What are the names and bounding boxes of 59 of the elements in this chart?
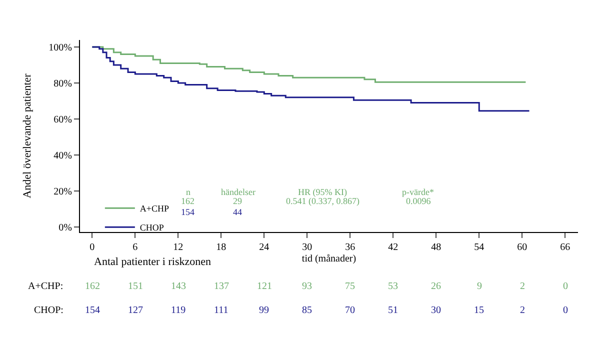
- annotation: 0.0096: [406, 196, 432, 206]
- annotation: 154: [181, 207, 195, 217]
- text: 111: [214, 305, 228, 316]
- x-tick-label: 54: [474, 242, 484, 253]
- text: 85: [302, 305, 312, 316]
- text: Antal patienter i riskzonen: [94, 256, 212, 268]
- y-tick-label: 100%: [48, 42, 72, 54]
- y-tick-label: 80%: [54, 78, 72, 90]
- text: 93: [302, 281, 312, 292]
- legend-label: CHOP: [140, 222, 164, 233]
- x-tick-label: 42: [388, 242, 398, 253]
- annotation: HR (95% KI): [298, 187, 347, 197]
- x-tick-label: 60: [517, 242, 528, 253]
- x-tick-label: 0: [90, 242, 95, 253]
- text: CHOP:: [34, 305, 64, 316]
- x-tick-label: 30: [302, 242, 312, 253]
- text: 151: [128, 281, 143, 292]
- legend-label: A+CHP: [140, 204, 170, 214]
- annotation: 162: [181, 196, 194, 206]
- text: 51: [388, 305, 398, 316]
- text: 9: [477, 281, 482, 292]
- annotation: 44: [233, 207, 242, 217]
- x-tick-label: 6: [132, 242, 138, 253]
- annotation: händelser: [221, 187, 256, 197]
- text: 30: [431, 305, 441, 316]
- text: 15: [474, 305, 484, 316]
- text: 70: [345, 305, 355, 316]
- text: 121: [257, 281, 272, 292]
- text: 53: [388, 281, 398, 292]
- text: 154: [85, 305, 100, 316]
- y-tick-label: 60%: [54, 114, 72, 126]
- y-tick-label: 20%: [54, 186, 72, 198]
- text: 75: [345, 281, 355, 292]
- y-tick-label: 0%: [58, 222, 72, 234]
- text: 2: [520, 281, 525, 292]
- text: 162: [85, 281, 100, 292]
- text: 137: [214, 281, 229, 292]
- text: 127: [128, 305, 143, 316]
- annotation: n: [186, 187, 191, 197]
- annotation: 29: [233, 196, 242, 206]
- x-tick-label: 24: [259, 242, 270, 253]
- text: 99: [259, 305, 269, 316]
- text: 119: [171, 305, 186, 316]
- text: 26: [431, 281, 441, 292]
- text: 143: [171, 281, 186, 292]
- text: 2: [520, 305, 525, 316]
- x-axis-title: tid (månader): [302, 254, 356, 264]
- text: 0: [563, 281, 568, 292]
- x-tick-label: 48: [431, 242, 442, 253]
- text: A+CHP:: [28, 281, 64, 292]
- x-tick-label: 18: [216, 242, 226, 253]
- y-axis-title: Andel överlevande patienter: [21, 73, 34, 198]
- y-tick-label: 40%: [54, 150, 72, 162]
- x-tick-label: 66: [560, 242, 570, 253]
- text: 0: [563, 305, 568, 316]
- annotation: p-värde*: [402, 187, 434, 197]
- x-tick-label: 12: [173, 242, 184, 253]
- annotation: 0.541 (0.337, 0.867): [286, 196, 360, 206]
- x-tick-label: 36: [345, 242, 356, 253]
